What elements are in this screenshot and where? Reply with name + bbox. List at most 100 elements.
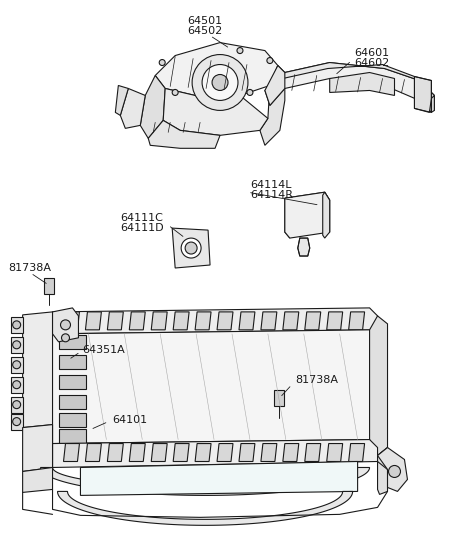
Polygon shape bbox=[377, 448, 407, 492]
Polygon shape bbox=[63, 444, 79, 461]
Polygon shape bbox=[11, 377, 22, 393]
Circle shape bbox=[13, 361, 21, 369]
Polygon shape bbox=[11, 414, 22, 429]
Polygon shape bbox=[326, 444, 342, 461]
Bar bbox=[273, 390, 283, 406]
Polygon shape bbox=[52, 308, 78, 342]
Polygon shape bbox=[304, 444, 320, 461]
Polygon shape bbox=[52, 330, 369, 444]
Circle shape bbox=[159, 59, 165, 65]
Bar bbox=[58, 413, 86, 427]
Polygon shape bbox=[22, 312, 58, 428]
Polygon shape bbox=[52, 308, 377, 334]
Polygon shape bbox=[107, 312, 123, 330]
Polygon shape bbox=[85, 312, 101, 330]
Polygon shape bbox=[259, 65, 284, 145]
Bar bbox=[58, 429, 86, 443]
Circle shape bbox=[246, 90, 252, 95]
Polygon shape bbox=[329, 72, 394, 95]
Bar bbox=[58, 355, 86, 369]
Text: 64602: 64602 bbox=[354, 57, 389, 68]
Polygon shape bbox=[40, 467, 369, 495]
Polygon shape bbox=[52, 440, 377, 467]
Text: 64114R: 64114R bbox=[249, 190, 292, 200]
Polygon shape bbox=[195, 312, 211, 330]
Text: 64601: 64601 bbox=[354, 48, 389, 57]
Circle shape bbox=[266, 57, 272, 64]
Polygon shape bbox=[377, 461, 386, 494]
Polygon shape bbox=[264, 63, 433, 110]
Circle shape bbox=[13, 400, 21, 408]
Bar bbox=[58, 375, 86, 389]
Polygon shape bbox=[107, 444, 123, 461]
Bar bbox=[44, 278, 53, 294]
Circle shape bbox=[212, 75, 228, 91]
Polygon shape bbox=[282, 63, 419, 80]
Polygon shape bbox=[129, 444, 145, 461]
Polygon shape bbox=[260, 444, 276, 461]
Polygon shape bbox=[369, 316, 386, 456]
Circle shape bbox=[62, 334, 69, 342]
Circle shape bbox=[13, 418, 21, 426]
Bar bbox=[58, 394, 86, 408]
Circle shape bbox=[185, 242, 196, 254]
Circle shape bbox=[202, 64, 237, 100]
Polygon shape bbox=[416, 80, 433, 113]
Text: 64101: 64101 bbox=[112, 415, 147, 425]
Polygon shape bbox=[348, 444, 364, 461]
Polygon shape bbox=[22, 425, 52, 472]
Polygon shape bbox=[304, 312, 320, 330]
Text: 81738A: 81738A bbox=[9, 263, 51, 273]
Polygon shape bbox=[217, 444, 233, 461]
Circle shape bbox=[61, 320, 70, 330]
Polygon shape bbox=[22, 467, 52, 493]
Text: 64111D: 64111D bbox=[120, 223, 163, 233]
Circle shape bbox=[172, 90, 178, 95]
Polygon shape bbox=[297, 238, 309, 256]
Text: 81738A: 81738A bbox=[294, 375, 337, 385]
Polygon shape bbox=[282, 312, 298, 330]
Polygon shape bbox=[431, 95, 433, 113]
Text: 64501: 64501 bbox=[187, 16, 222, 26]
Polygon shape bbox=[148, 121, 219, 148]
Polygon shape bbox=[264, 65, 284, 106]
Polygon shape bbox=[155, 42, 277, 95]
Bar bbox=[58, 335, 86, 349]
Polygon shape bbox=[173, 312, 189, 330]
Polygon shape bbox=[284, 198, 289, 238]
Polygon shape bbox=[173, 444, 189, 461]
Polygon shape bbox=[120, 88, 145, 128]
Polygon shape bbox=[239, 312, 254, 330]
Polygon shape bbox=[217, 312, 233, 330]
Polygon shape bbox=[172, 228, 210, 268]
Text: 64502: 64502 bbox=[187, 26, 222, 35]
Circle shape bbox=[13, 381, 21, 389]
Polygon shape bbox=[85, 444, 101, 461]
Polygon shape bbox=[151, 444, 167, 461]
Polygon shape bbox=[326, 312, 342, 330]
Polygon shape bbox=[284, 192, 329, 206]
Polygon shape bbox=[11, 397, 22, 413]
Polygon shape bbox=[163, 88, 267, 136]
Polygon shape bbox=[129, 312, 145, 330]
Polygon shape bbox=[80, 461, 357, 495]
Polygon shape bbox=[239, 444, 254, 461]
Polygon shape bbox=[11, 317, 22, 333]
Polygon shape bbox=[63, 312, 79, 330]
Polygon shape bbox=[195, 444, 211, 461]
Polygon shape bbox=[57, 492, 352, 525]
Polygon shape bbox=[140, 76, 165, 138]
Polygon shape bbox=[260, 312, 276, 330]
Circle shape bbox=[192, 55, 247, 110]
Polygon shape bbox=[151, 312, 167, 330]
Circle shape bbox=[181, 238, 201, 258]
Polygon shape bbox=[322, 192, 329, 238]
Text: 64114L: 64114L bbox=[249, 180, 291, 190]
Polygon shape bbox=[377, 448, 386, 478]
Circle shape bbox=[388, 465, 400, 478]
Polygon shape bbox=[11, 337, 22, 353]
Polygon shape bbox=[348, 312, 364, 330]
Circle shape bbox=[236, 48, 242, 54]
Polygon shape bbox=[284, 192, 329, 238]
Polygon shape bbox=[115, 85, 128, 115]
